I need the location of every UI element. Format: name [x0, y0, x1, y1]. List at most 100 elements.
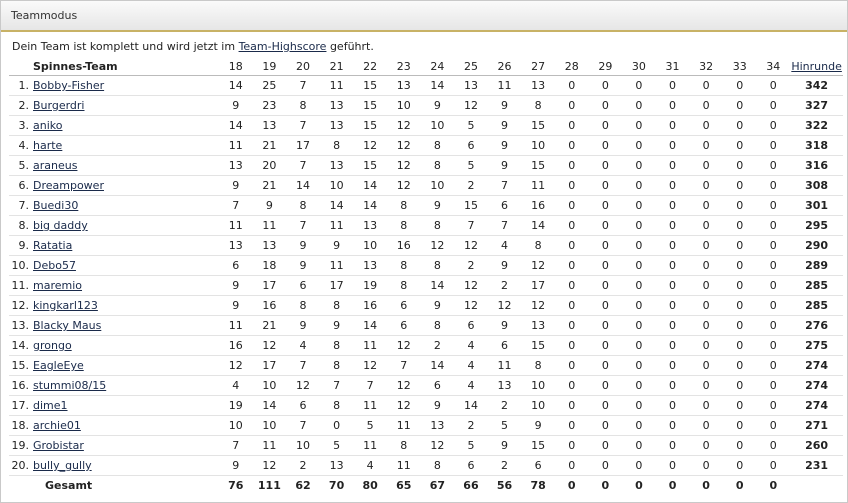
- score: 0: [722, 115, 757, 136]
- score: 0: [655, 235, 690, 256]
- hinrunde-link[interactable]: Hinrunde: [791, 59, 842, 73]
- score: 13: [319, 95, 354, 116]
- sum-score: 70: [319, 475, 354, 495]
- player-link[interactable]: Bobby-Fisher: [33, 79, 105, 92]
- score: 0: [554, 455, 589, 476]
- score: 19: [353, 275, 387, 296]
- player-link[interactable]: stummi08/15: [33, 379, 107, 392]
- score: 0: [554, 375, 589, 396]
- header-cell: Hinrunde: [790, 57, 844, 76]
- score: 21: [252, 175, 287, 196]
- player-cell: maremio: [33, 275, 219, 296]
- score: 0: [655, 255, 690, 276]
- player-link[interactable]: Burgerdri: [33, 99, 85, 112]
- score: 0: [622, 195, 656, 216]
- score: 16: [521, 195, 555, 216]
- score: 0: [722, 295, 757, 316]
- score: 14: [353, 195, 387, 216]
- score: 0: [554, 415, 589, 436]
- score: 0: [722, 415, 757, 436]
- player-link[interactable]: Debo57: [33, 259, 76, 272]
- score: 15: [353, 95, 387, 116]
- score: 0: [622, 215, 656, 236]
- score: 0: [554, 155, 589, 176]
- score: 4: [454, 355, 488, 376]
- score: 7: [286, 415, 320, 436]
- player-link[interactable]: Grobistar: [33, 439, 84, 452]
- hinrunde-total: 327: [790, 95, 844, 116]
- score: 0: [554, 295, 589, 316]
- score: 0: [622, 115, 656, 136]
- panel-title: Teammodus: [1, 1, 847, 32]
- score: 5: [454, 115, 488, 136]
- score: 0: [622, 455, 656, 476]
- player-link[interactable]: archie01: [33, 419, 81, 432]
- score: 0: [689, 295, 723, 316]
- player-link[interactable]: Blacky Maus: [33, 319, 102, 332]
- score: 12: [386, 155, 421, 176]
- player-link[interactable]: EagleEye: [33, 359, 84, 372]
- rank: 17.: [9, 395, 33, 416]
- player-link[interactable]: dime1: [33, 399, 68, 412]
- sum-score: 0: [655, 475, 690, 495]
- score: 0: [588, 335, 623, 356]
- score: 0: [689, 95, 723, 116]
- score: 0: [689, 275, 723, 296]
- round-header: 24: [420, 57, 455, 76]
- player-cell: Debo57: [33, 255, 219, 276]
- sum-score: 66: [454, 475, 488, 495]
- score: 0: [722, 335, 757, 356]
- score: 23: [252, 95, 287, 116]
- sum-score: 0: [554, 475, 589, 495]
- player-link[interactable]: aniko: [33, 119, 63, 132]
- rank: 11.: [9, 275, 33, 296]
- score: 4: [454, 335, 488, 356]
- score: 9: [219, 275, 253, 296]
- player-link[interactable]: big daddy: [33, 219, 88, 232]
- score: 9: [319, 235, 354, 256]
- score: 8: [319, 335, 354, 356]
- score: 18: [252, 255, 287, 276]
- score: 11: [353, 435, 387, 456]
- player-link[interactable]: grongo: [33, 339, 72, 352]
- score: 15: [353, 155, 387, 176]
- player-link[interactable]: maremio: [33, 279, 83, 292]
- score: 16: [219, 335, 253, 356]
- player-cell: EagleEye: [33, 355, 219, 376]
- score: 2: [454, 255, 488, 276]
- hinrunde-total: 290: [790, 235, 844, 256]
- player-link[interactable]: harte: [33, 139, 63, 152]
- highscore-link[interactable]: Team-Highscore: [238, 40, 327, 53]
- player-cell: Grobistar: [33, 435, 219, 456]
- player-link[interactable]: araneus: [33, 159, 78, 172]
- score: 0: [554, 95, 589, 116]
- player-link[interactable]: bully_gully: [33, 459, 92, 472]
- player-link[interactable]: Buedi30: [33, 199, 79, 212]
- score: 0: [756, 415, 791, 436]
- hinrunde-total: 274: [790, 355, 844, 376]
- hinrunde-total: 295: [790, 215, 844, 236]
- score: 0: [622, 435, 656, 456]
- score: 0: [689, 235, 723, 256]
- score: 6: [521, 455, 555, 476]
- score: 0: [588, 275, 623, 296]
- score: 2: [487, 455, 522, 476]
- player-row: 15. EagleEye 12 17 7 8 12 7 14 4 11 8 0 0 0 0 0 0 0 274: [9, 355, 844, 376]
- score: 0: [756, 155, 791, 176]
- score: 7: [386, 355, 421, 376]
- score: 0: [622, 315, 656, 336]
- score: 0: [588, 315, 623, 336]
- player-link[interactable]: kingkarl123: [33, 299, 98, 312]
- score: 8: [386, 275, 421, 296]
- score: 0: [655, 435, 690, 456]
- score: 0: [554, 255, 589, 276]
- score: 0: [622, 135, 656, 156]
- score: 0: [722, 155, 757, 176]
- player-link[interactable]: Dreampower: [33, 179, 104, 192]
- player-row: 14. grongo 16 12 4 8 11 12 2 4 6 15 0 0 0 0 0 0 0 275: [9, 335, 844, 356]
- score: 0: [588, 395, 623, 416]
- score: 7: [286, 355, 320, 376]
- player-link[interactable]: Ratatia: [33, 239, 73, 252]
- score: 8: [286, 295, 320, 316]
